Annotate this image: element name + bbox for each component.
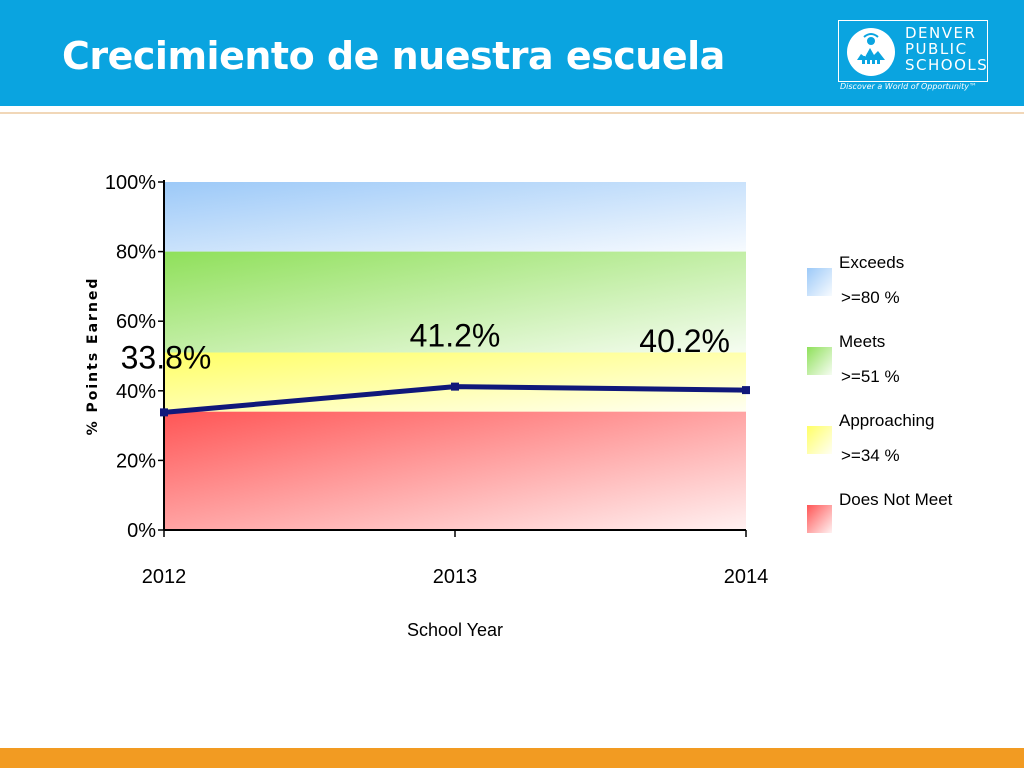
legend-label: Does Not Meet xyxy=(839,490,953,509)
legend-item-does-not-meet: Does Not Meet xyxy=(807,490,953,533)
performance-bands xyxy=(164,182,746,530)
data-point xyxy=(451,382,459,391)
legend-label: Meets xyxy=(839,332,885,351)
logo-line-1: DENVER xyxy=(905,24,977,42)
legend-item-exceeds: Exceeds >=80 % xyxy=(807,253,904,307)
x-tick-label: 2014 xyxy=(724,566,769,588)
data-point xyxy=(160,408,168,417)
legend-swatch xyxy=(807,426,832,454)
chart-legend: Exceeds >=80 % Meets >=51 % Approaching >=34 … xyxy=(807,253,953,533)
y-tick-label: 60% xyxy=(116,311,156,333)
data-labels: 33.8% 41.2% 40.2% xyxy=(121,318,730,376)
logo-tagline: Discover a World of Opportunity™ xyxy=(840,82,977,91)
header-divider xyxy=(0,106,1024,114)
y-tick-label: 100% xyxy=(105,172,156,194)
y-tick-label: 0% xyxy=(127,520,156,542)
series-line xyxy=(160,382,750,417)
x-tick-label: 2012 xyxy=(142,566,187,588)
legend-swatch xyxy=(807,505,832,533)
band-meets xyxy=(164,251,746,353)
legend-label: Exceeds xyxy=(839,253,904,272)
y-axis-title: % Points Earned xyxy=(85,277,101,436)
performance-chart: 0% 20% 40% 60% 80% 100% 2012 2013 2014 School Yea… xyxy=(85,172,953,640)
legend-item-meets: Meets >=51 % xyxy=(807,332,900,386)
legend-item-approaching: Approaching >=34 % xyxy=(807,411,934,465)
footer-bar xyxy=(0,748,1024,768)
data-point xyxy=(742,386,750,395)
denver-skyline-emblem-icon xyxy=(847,28,895,76)
legend-label: Approaching xyxy=(839,411,934,430)
x-axis-title: School Year xyxy=(407,620,503,640)
y-tick-label: 20% xyxy=(116,450,156,472)
logo-wordmark: DENVER PUBLIC SCHOOLS xyxy=(905,25,988,73)
y-tick-label: 80% xyxy=(116,242,156,264)
logo-line-2: PUBLIC xyxy=(905,40,968,58)
slide-title: Crecimiento de nuestra escuela xyxy=(62,34,725,78)
legend-swatch xyxy=(807,268,832,296)
data-label: 40.2% xyxy=(639,323,730,359)
band-does-not-meet xyxy=(164,411,746,530)
data-label: 33.8% xyxy=(121,339,212,375)
dps-logo: DENVER PUBLIC SCHOOLS Discover a World o… xyxy=(838,20,992,91)
data-label: 41.2% xyxy=(410,318,501,354)
chart-axes: 0% 20% 40% 60% 80% 100% 2012 2013 2014 School Yea… xyxy=(85,172,768,640)
y-tick-label: 40% xyxy=(116,381,156,403)
logo-line-3: SCHOOLS xyxy=(905,56,989,74)
legend-threshold: >=51 % xyxy=(841,367,900,386)
legend-threshold: >=80 % xyxy=(841,288,900,307)
slide-header: Crecimiento de nuestra escuela DENVER PU… xyxy=(0,0,1024,106)
band-exceeds xyxy=(164,182,746,252)
legend-threshold: >=34 % xyxy=(841,446,900,465)
x-tick-label: 2013 xyxy=(433,566,478,588)
logo-frame: DENVER PUBLIC SCHOOLS xyxy=(838,20,988,82)
legend-swatch xyxy=(807,347,832,375)
